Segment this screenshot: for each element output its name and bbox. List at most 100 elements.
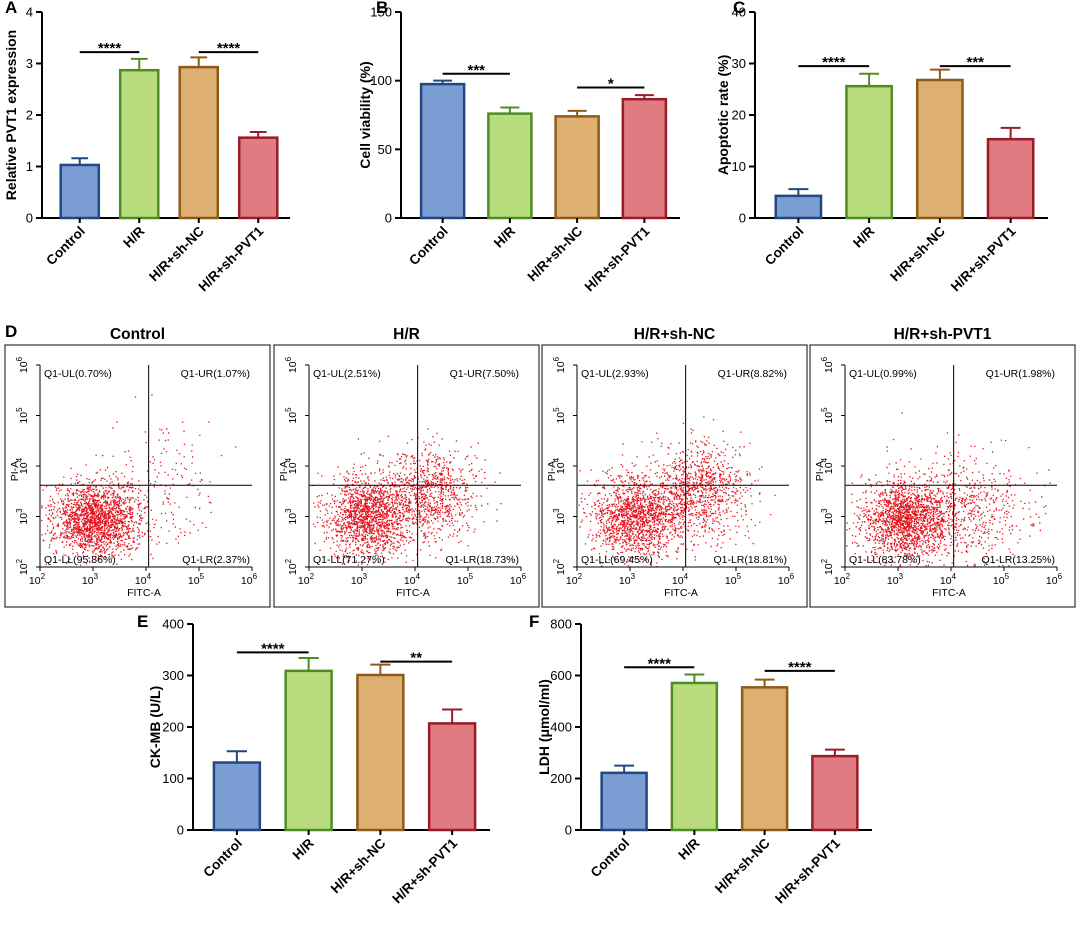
flow-y-tick-label: 106 <box>15 356 30 373</box>
flow-dots <box>312 428 502 566</box>
significance-label: **** <box>822 54 846 71</box>
flow-x-tick-label: 106 <box>1046 572 1063 587</box>
quadrant-ll-label: Q1-LL(95.86%) <box>44 554 116 566</box>
bar <box>212 761 262 832</box>
bar <box>118 68 160 220</box>
y-tick-label: 0 <box>385 211 392 226</box>
y-axis-label: LDH (μmol/ml) <box>536 679 552 775</box>
flow-x-label: FITC-A <box>396 587 430 599</box>
bar <box>670 681 719 832</box>
significance-label: **** <box>648 655 672 672</box>
flow-x-tick-label: 102 <box>834 572 851 587</box>
bar <box>554 115 600 220</box>
flow-x-tick-label: 106 <box>241 572 258 587</box>
x-tick-label: Control <box>588 836 633 881</box>
quadrant-ul-label: Q1-UL(2.93%) <box>581 368 649 380</box>
flow-x-tick-label: 106 <box>510 572 527 587</box>
flow-y-tick-label: 102 <box>552 558 567 575</box>
flow-x-tick-label: 103 <box>82 572 99 587</box>
y-tick-label: 400 <box>162 617 184 632</box>
panel-letter: F <box>529 612 539 631</box>
bar <box>59 163 101 220</box>
flow-x-tick-label: 104 <box>135 572 152 587</box>
significance-label: *** <box>467 62 485 79</box>
bar <box>178 65 220 220</box>
flow-x-tick-label: 106 <box>778 572 795 587</box>
panel-a: A 0 1 2 3 4 Relative PVT1 expression Control H/R… <box>3 0 290 294</box>
flow-title: H/R <box>393 326 420 343</box>
x-tick-label: H/R <box>290 835 317 862</box>
panel-f: F 0 200 400 600 800 LDH (μmol/ml) Control H/R H/R… <box>529 612 872 906</box>
flow-y-tick-label: 103 <box>820 508 835 525</box>
flow-y-tick-label: 105 <box>15 407 30 424</box>
quadrant-ul-label: Q1-UL(2.51%) <box>313 368 381 380</box>
flow-plot: H/R+sh-NC102102103103104104105105106106F… <box>541 326 808 608</box>
flow-plot: Control102102103103104104105105106106FIT… <box>4 326 271 608</box>
significance-label: **** <box>217 40 241 57</box>
flow-y-tick-label: 102 <box>820 558 835 575</box>
flow-x-label: FITC-A <box>932 587 966 599</box>
bar <box>419 82 466 220</box>
y-tick-label: 1 <box>26 159 33 174</box>
quadrant-ur-label: Q1-UR(8.82%) <box>718 368 787 380</box>
bar <box>427 722 477 832</box>
bar <box>600 771 648 832</box>
flow-x-tick-label: 105 <box>725 572 742 587</box>
y-axis-label: Apoptotic rate (%) <box>715 55 731 176</box>
x-tick-label: H/R <box>850 223 877 250</box>
y-tick-label: 400 <box>550 720 572 735</box>
y-tick-label: 50 <box>378 142 392 157</box>
panel-letter: C <box>733 0 745 17</box>
x-tick-label: H/R <box>120 223 147 250</box>
bar <box>487 112 533 220</box>
bar <box>915 78 964 220</box>
flow-x-tick-label: 102 <box>298 572 315 587</box>
x-tick-label: H/R <box>675 835 702 862</box>
flow-dots <box>578 416 776 568</box>
quadrant-ur-label: Q1-UR(7.50%) <box>450 368 519 380</box>
x-tick-label: H/R+sh-PVT1 <box>948 223 1019 294</box>
flow-y-label: PI-A <box>278 461 290 481</box>
y-tick-label: 30 <box>732 56 746 71</box>
flow-y-tick-label: 105 <box>284 407 299 424</box>
flow-x-tick-label: 104 <box>672 572 689 587</box>
y-tick-label: 800 <box>550 617 572 632</box>
flow-frame <box>273 344 540 608</box>
y-tick-label: 0 <box>26 211 33 226</box>
flow-x-tick-label: 102 <box>29 572 46 587</box>
y-tick-label: 40 <box>732 5 746 20</box>
y-tick-label: 0 <box>739 211 746 226</box>
x-tick-label: H/R+sh-PVT1 <box>582 223 653 294</box>
significance-label: *** <box>966 54 984 71</box>
quadrant-ll-label: Q1-LL(69.45%) <box>581 554 653 566</box>
bar <box>811 754 859 832</box>
panel-b: B 0 50 100 150 Cell viability (%) Control H/R H/… <box>357 0 680 294</box>
flow-y-tick-label: 106 <box>284 356 299 373</box>
y-tick-label: 200 <box>162 720 184 735</box>
y-tick-label: 0 <box>565 823 572 838</box>
y-tick-label: 300 <box>162 668 184 683</box>
x-tick-label: H/R+sh-NC <box>887 223 948 284</box>
y-tick-label: 20 <box>732 108 746 123</box>
significance-label: * <box>608 76 614 93</box>
panel-d: D Control102102103103104104105105106106FI… <box>4 322 1076 608</box>
flow-x-tick-label: 103 <box>887 572 904 587</box>
y-axis-label: Relative PVT1 expression <box>3 30 19 200</box>
bar <box>845 84 894 220</box>
y-tick-label: 3 <box>26 56 33 71</box>
quadrant-lr-label: Q1-LR(18.73%) <box>445 554 519 566</box>
x-tick-label: H/R+sh-NC <box>712 835 773 896</box>
flow-x-label: FITC-A <box>664 587 698 599</box>
x-tick-label: Control <box>762 224 807 269</box>
panel-letter: B <box>376 0 388 17</box>
quadrant-lr-label: Q1-LR(13.25%) <box>981 554 1055 566</box>
y-tick-label: 150 <box>370 5 392 20</box>
flow-x-tick-label: 102 <box>566 572 583 587</box>
flow-y-tick-label: 106 <box>820 356 835 373</box>
y-tick-label: 600 <box>550 668 572 683</box>
significance-label: ** <box>410 650 422 667</box>
flow-frame <box>809 344 1076 608</box>
flow-dots <box>846 412 1051 568</box>
flow-title: H/R+sh-NC <box>634 326 715 343</box>
